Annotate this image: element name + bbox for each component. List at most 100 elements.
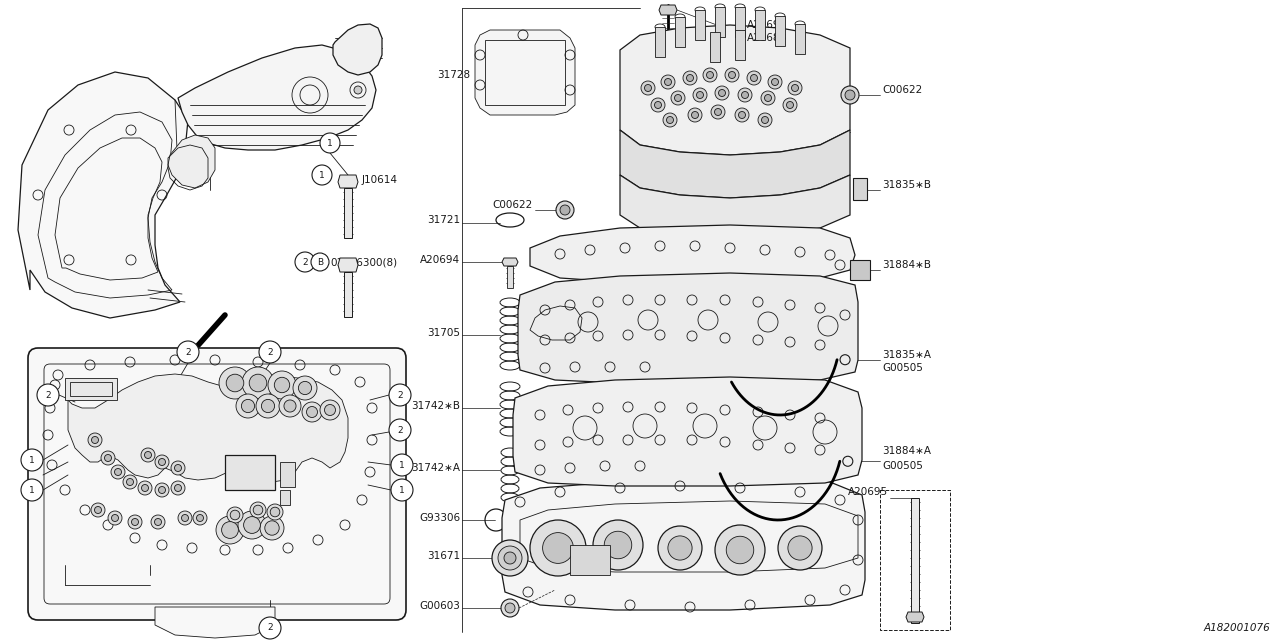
Circle shape	[253, 505, 262, 515]
Bar	[911, 498, 919, 623]
Circle shape	[530, 520, 586, 576]
Text: A20695: A20695	[847, 487, 888, 497]
Circle shape	[714, 109, 722, 115]
Circle shape	[250, 502, 266, 518]
Circle shape	[764, 95, 772, 102]
Text: 1: 1	[319, 170, 325, 179]
Circle shape	[293, 376, 317, 400]
Circle shape	[219, 367, 251, 399]
Circle shape	[641, 81, 655, 95]
Circle shape	[845, 90, 855, 100]
Text: 31884∗B: 31884∗B	[882, 260, 931, 270]
Circle shape	[37, 384, 59, 406]
Circle shape	[91, 436, 99, 444]
Circle shape	[692, 88, 707, 102]
Circle shape	[268, 504, 283, 520]
Bar	[695, 10, 705, 40]
Circle shape	[772, 79, 778, 86]
Circle shape	[159, 458, 165, 465]
Circle shape	[593, 520, 643, 570]
Bar	[344, 188, 352, 238]
Circle shape	[390, 454, 413, 476]
Circle shape	[178, 511, 192, 525]
Text: 1: 1	[399, 461, 404, 470]
Circle shape	[778, 526, 822, 570]
Circle shape	[658, 526, 701, 570]
Circle shape	[127, 479, 133, 486]
Polygon shape	[178, 45, 376, 150]
Circle shape	[230, 510, 239, 520]
Polygon shape	[338, 175, 358, 188]
Text: 2: 2	[268, 348, 273, 356]
Polygon shape	[502, 258, 518, 266]
Polygon shape	[620, 25, 850, 155]
Circle shape	[128, 515, 142, 529]
Circle shape	[660, 75, 675, 89]
Circle shape	[739, 111, 745, 118]
Circle shape	[88, 433, 102, 447]
Circle shape	[242, 367, 274, 399]
Circle shape	[284, 400, 296, 412]
Bar	[225, 455, 275, 490]
Circle shape	[320, 400, 340, 420]
Circle shape	[141, 448, 155, 462]
Circle shape	[197, 515, 204, 522]
Text: A20694: A20694	[420, 255, 460, 265]
Circle shape	[654, 102, 662, 109]
Circle shape	[716, 525, 765, 575]
Circle shape	[294, 252, 315, 272]
Polygon shape	[620, 175, 850, 238]
Text: 2: 2	[268, 623, 273, 632]
Circle shape	[260, 516, 284, 540]
Text: 1: 1	[328, 138, 333, 147]
Text: 31728: 31728	[436, 70, 470, 80]
Polygon shape	[338, 258, 358, 272]
Circle shape	[786, 102, 794, 109]
Circle shape	[788, 81, 803, 95]
Polygon shape	[906, 612, 924, 622]
Circle shape	[504, 552, 516, 564]
Circle shape	[111, 515, 119, 522]
Polygon shape	[475, 30, 575, 115]
Circle shape	[675, 95, 681, 102]
Circle shape	[193, 511, 207, 525]
Circle shape	[684, 71, 698, 85]
Circle shape	[95, 506, 101, 513]
Text: G93306: G93306	[419, 513, 460, 523]
Circle shape	[312, 165, 332, 185]
Text: B: B	[317, 257, 323, 266]
Circle shape	[758, 113, 772, 127]
Circle shape	[716, 86, 730, 100]
Circle shape	[556, 201, 573, 219]
Circle shape	[668, 536, 692, 560]
Circle shape	[506, 603, 515, 613]
Circle shape	[498, 546, 522, 570]
Circle shape	[689, 108, 701, 122]
Circle shape	[221, 522, 238, 538]
Circle shape	[735, 108, 749, 122]
Circle shape	[236, 394, 260, 418]
Circle shape	[268, 371, 296, 399]
Bar	[735, 7, 745, 37]
Circle shape	[142, 484, 148, 492]
Bar	[507, 266, 513, 288]
Circle shape	[311, 253, 329, 271]
Bar	[795, 24, 805, 54]
Circle shape	[105, 454, 111, 461]
Circle shape	[390, 479, 413, 501]
Polygon shape	[168, 135, 215, 188]
Bar	[485, 40, 564, 105]
Circle shape	[783, 98, 797, 112]
Circle shape	[707, 72, 713, 79]
Circle shape	[111, 465, 125, 479]
Circle shape	[762, 91, 774, 105]
Circle shape	[91, 503, 105, 517]
Circle shape	[270, 508, 280, 517]
Circle shape	[726, 536, 754, 564]
Circle shape	[259, 617, 282, 639]
Text: 2: 2	[302, 257, 307, 266]
Text: 31721: 31721	[426, 215, 460, 225]
Circle shape	[663, 113, 677, 127]
Circle shape	[172, 461, 186, 475]
Circle shape	[762, 116, 768, 124]
